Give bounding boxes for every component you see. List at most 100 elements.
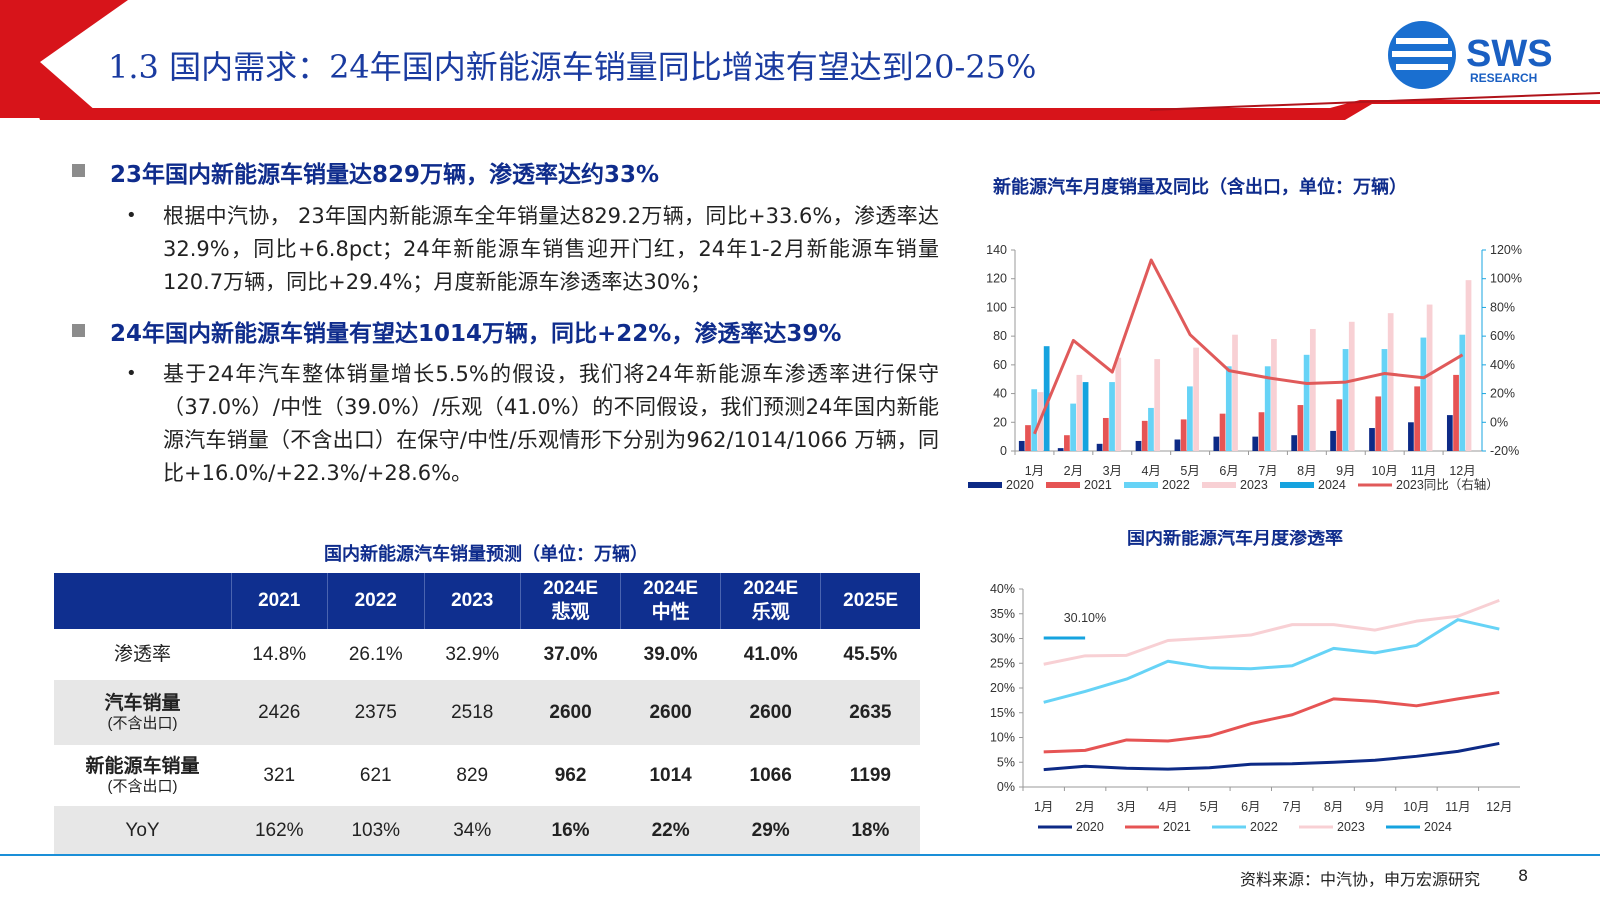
x-tick-label: 2月: [1064, 464, 1083, 478]
bar: [1225, 366, 1232, 451]
row-label: YoY: [54, 806, 231, 855]
legend-label: 2022: [1162, 478, 1190, 492]
y-tick-label: 40%: [990, 582, 1015, 596]
cell: 1066: [749, 764, 792, 786]
chart-title: 新能源汽车月度销量及同比（含出口，单位：万辆）: [993, 176, 1407, 197]
header-text: 2024E: [543, 578, 599, 599]
x-tick-label: 9月: [1365, 800, 1384, 814]
cell: 2600: [720, 680, 821, 745]
bar: [1193, 347, 1199, 451]
cell: 29%: [720, 806, 821, 855]
corner-cell: [54, 573, 231, 629]
series-line: [1043, 618, 1500, 704]
legend-label: 2023: [1337, 820, 1365, 834]
bar: [1018, 440, 1025, 451]
header-row: 2021 2022 2023 2024E 悲观 2024E 中性 2024E 乐观 2025E: [54, 573, 920, 629]
bar: [1154, 359, 1161, 451]
header-cell: 2024E 悲观: [519, 573, 621, 629]
legend-swatch: [1124, 482, 1158, 488]
bar: [1414, 386, 1421, 451]
table-row: YoY 162% 103% 34% 16% 22% 29% 18%: [54, 806, 920, 855]
cell: 22%: [620, 806, 721, 855]
legend-label: 2020: [1006, 478, 1034, 492]
bar: [1187, 386, 1193, 451]
bar: [1109, 382, 1115, 451]
row-label: 新能源车销量 (不含出口): [54, 745, 231, 806]
logo-stripe: [1396, 38, 1448, 44]
bar: [1381, 349, 1388, 451]
y-tick-label: 5%: [997, 755, 1015, 769]
x-tick-label: 6月: [1219, 464, 1238, 478]
x-tick-label: 4月: [1141, 464, 1160, 478]
section-heading: 23年国内新能源车销量达829万辆，渗透率达约33%: [110, 162, 660, 188]
bar: [1297, 405, 1304, 451]
footer-line: [0, 854, 1600, 856]
header-line: [1149, 92, 1600, 111]
annotation: 30.10%: [1064, 611, 1106, 625]
cell: 45.5%: [843, 643, 898, 665]
x-tick-label: 5月: [1180, 464, 1199, 478]
source-note: 资料来源：中汽协，申万宏源研究: [1240, 870, 1481, 889]
bar: [1459, 334, 1466, 451]
logo-sub: RESEARCH: [1470, 71, 1537, 85]
header-cell: 2022: [327, 573, 424, 629]
y-tick-label: 0%: [997, 780, 1015, 794]
bar: [1070, 403, 1076, 451]
cell: 962: [554, 764, 587, 786]
bar: [1309, 328, 1316, 451]
cell: 103%: [327, 806, 424, 855]
section-text: 根据中汽协， 23年国内新能源车全年销量达829.2万辆，同比+33.6%，渗透…: [163, 204, 939, 294]
bar: [1096, 443, 1103, 451]
x-tick-label: 12月: [1449, 464, 1475, 478]
header-text: 2023: [451, 590, 494, 611]
bar: [1141, 420, 1148, 451]
y-tick-label: 140: [986, 243, 1007, 257]
cell: 621: [359, 764, 392, 786]
cell: 1199: [849, 764, 891, 786]
header-cell: 2021: [230, 573, 328, 629]
y2-tick-label: 0%: [1490, 415, 1508, 429]
bar: [1426, 304, 1433, 451]
cell: 321: [263, 764, 296, 786]
section-text: 基于24年汽车整体销量增长5.5%的假设，我们将24年新能源车渗透率进行保守（3…: [163, 362, 939, 485]
header-cell: 2024E 中性: [620, 573, 721, 629]
y-tick-label: 120: [986, 272, 1007, 286]
bar: [1057, 448, 1064, 451]
x-tick-label: 9月: [1336, 464, 1355, 478]
header-text: 乐观: [751, 602, 790, 623]
legend-label: 2020: [1076, 820, 1104, 834]
bar: [1420, 337, 1427, 451]
bullet-square: [72, 324, 85, 337]
bar: [1369, 428, 1375, 451]
legend-label: 2024: [1424, 820, 1452, 834]
series-line: [1043, 741, 1500, 772]
x-tick-label: 5月: [1200, 800, 1219, 814]
legend-label: 2021: [1163, 820, 1191, 834]
row-label-text: YoY: [125, 819, 160, 841]
cell: 34%: [424, 806, 521, 855]
bar: [1064, 435, 1070, 451]
header-text: 2024E: [643, 578, 699, 599]
cell: 16%: [520, 806, 621, 855]
cell: 37.0%: [543, 643, 598, 665]
y2-tick-label: 40%: [1490, 358, 1515, 372]
header-cell: 2024E 乐观: [720, 573, 821, 629]
header-text: 悲观: [551, 602, 590, 623]
cell: 2375: [327, 680, 424, 745]
table-row: 渗透率 14.8% 26.1% 32.9% 37.0% 39.0% 41.0% 45.5%: [54, 629, 920, 680]
header-stripe: [36, 100, 1600, 120]
y2-tick-label: -20%: [1490, 444, 1519, 458]
header-text: 2021: [258, 590, 301, 611]
y2-tick-label: 100%: [1490, 272, 1522, 286]
cell: 829: [456, 764, 489, 786]
row-label-text: 渗透率: [113, 643, 171, 665]
y-tick-label: 20: [993, 415, 1007, 429]
y-tick-label: 40: [993, 387, 1007, 401]
bar: [1330, 430, 1336, 451]
header-chevron: [0, 0, 128, 118]
y-tick-label: 100: [986, 300, 1007, 314]
cell: 2600: [520, 680, 621, 745]
y-tick-label: 25%: [990, 656, 1015, 670]
x-tick-label: 1月: [1025, 464, 1044, 478]
